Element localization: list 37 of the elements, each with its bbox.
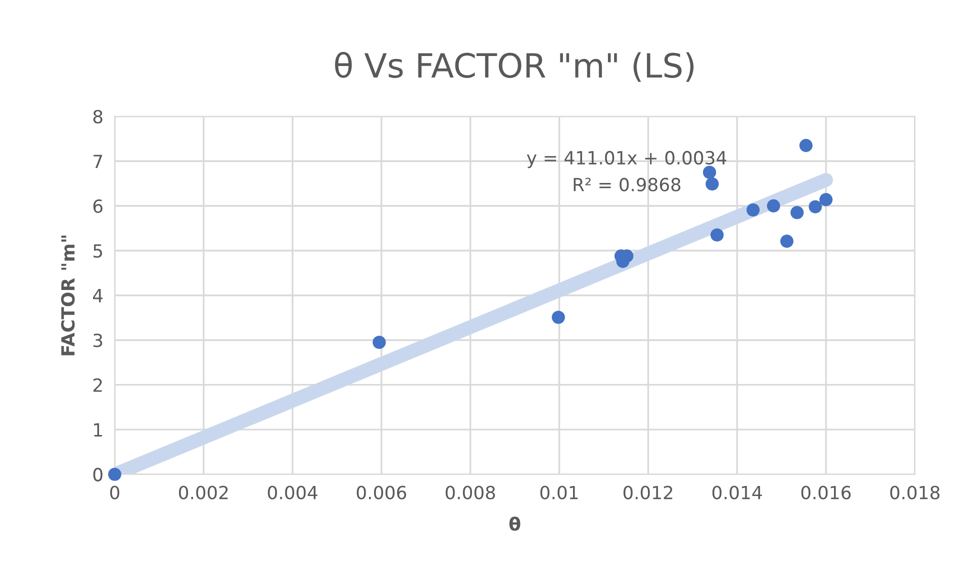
point — [766, 199, 780, 212]
point — [746, 203, 760, 216]
point — [819, 193, 833, 206]
y-tick-label: 7 — [94, 154, 102, 168]
x-tick-label: 0.008 — [446, 486, 495, 500]
x-tick-label: 0.016 — [801, 486, 851, 500]
y-tick-label: 1 — [94, 423, 102, 436]
x-tick-label: 0.018 — [890, 486, 940, 500]
y-tick-label: 2 — [93, 378, 102, 392]
chart-title: θ Vs FACTOR "m" (LS) — [335, 52, 694, 82]
point — [552, 310, 565, 324]
annotation: R² = 0.9868 — [574, 178, 680, 192]
x-tick-label: 0.006 — [356, 486, 406, 500]
point — [108, 468, 122, 481]
x-tick-label: 0 — [110, 486, 120, 500]
point — [790, 206, 804, 220]
point — [706, 177, 719, 191]
point — [702, 166, 716, 179]
x-tick-label: 0.002 — [178, 486, 228, 500]
x-tick-label: 0.004 — [268, 486, 318, 500]
annotation: y = 411.01x + 0.0034 — [526, 150, 726, 168]
y-tick-label: 5 — [94, 244, 102, 258]
point — [808, 200, 822, 214]
y-tick-label: 0 — [93, 468, 102, 482]
x-tick-label: 0.012 — [624, 486, 672, 500]
x-tick-label: 0.01 — [540, 486, 578, 500]
point — [799, 138, 813, 152]
y-tick-label: 6 — [93, 199, 102, 213]
x-axis-title: θ — [509, 516, 520, 531]
y-tick-label: 8 — [93, 110, 102, 124]
y-tick-label: 3 — [94, 334, 102, 348]
point — [710, 228, 724, 242]
point — [372, 336, 386, 349]
y-axis-title: FACTOR "m" — [61, 236, 75, 356]
point — [780, 234, 794, 248]
x-tick-label: 0.014 — [712, 486, 762, 500]
y-tick-label: 4 — [93, 289, 103, 302]
